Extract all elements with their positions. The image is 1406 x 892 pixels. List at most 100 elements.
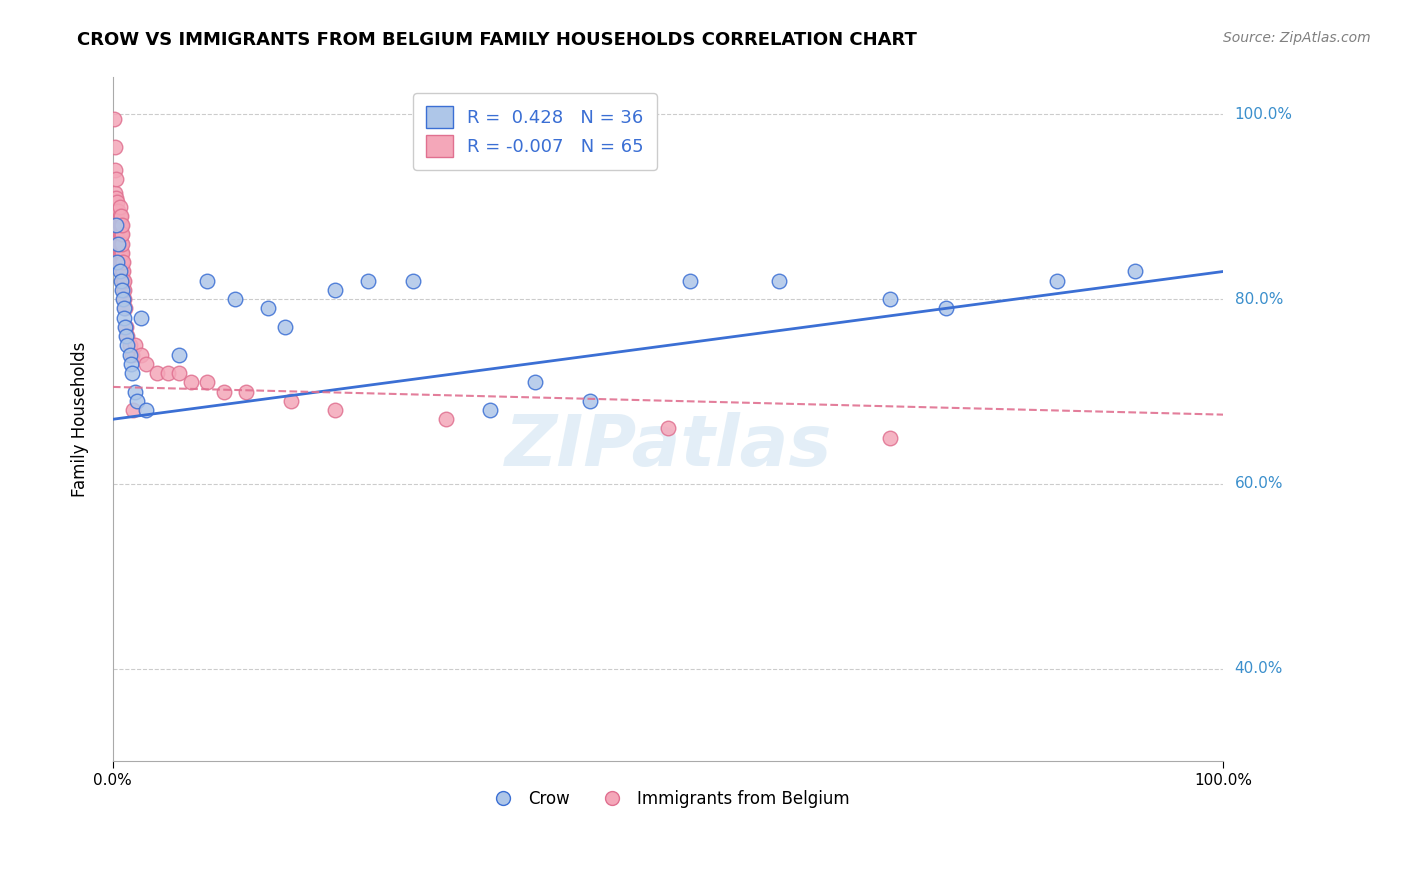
Point — [280, 393, 302, 408]
Point — [120, 357, 142, 371]
Point — [212, 384, 235, 399]
Point — [108, 255, 131, 269]
Point — [110, 246, 132, 260]
Point — [104, 139, 127, 153]
Legend: Crow, Immigrants from Belgium: Crow, Immigrants from Belgium — [479, 783, 856, 814]
Point — [110, 264, 132, 278]
Point — [112, 310, 135, 325]
Point — [111, 274, 134, 288]
Text: 100.0%: 100.0% — [1234, 107, 1292, 122]
Point — [235, 384, 257, 399]
Point — [118, 348, 141, 362]
Point — [935, 301, 957, 316]
Point — [115, 329, 138, 343]
Point — [114, 319, 136, 334]
Point — [105, 223, 128, 237]
Point — [127, 393, 149, 408]
Point — [768, 274, 790, 288]
Point — [108, 227, 131, 242]
Point — [111, 274, 134, 288]
Point — [274, 319, 297, 334]
Point — [111, 292, 134, 306]
Point — [323, 403, 346, 417]
Point — [117, 338, 139, 352]
Point — [180, 376, 202, 390]
Text: Source: ZipAtlas.com: Source: ZipAtlas.com — [1223, 31, 1371, 45]
Point — [117, 329, 139, 343]
Point — [108, 200, 131, 214]
Point — [105, 195, 128, 210]
Point — [257, 301, 280, 316]
Point — [105, 204, 128, 219]
Point — [104, 186, 127, 200]
Point — [104, 162, 127, 177]
Point — [1046, 274, 1069, 288]
Point — [124, 384, 146, 399]
Point — [121, 366, 143, 380]
Point — [323, 283, 346, 297]
Point — [108, 236, 131, 251]
Point — [108, 264, 131, 278]
Point — [107, 204, 129, 219]
Point — [135, 403, 157, 417]
Point — [110, 219, 132, 233]
Point — [112, 301, 135, 316]
Point — [108, 219, 131, 233]
Point — [105, 172, 128, 186]
Point — [195, 376, 218, 390]
Point — [108, 209, 131, 223]
Point — [110, 227, 132, 242]
Point — [112, 274, 135, 288]
Point — [110, 274, 132, 288]
Point — [879, 431, 901, 445]
Point — [105, 255, 128, 269]
Point — [169, 348, 191, 362]
Point — [110, 209, 132, 223]
Point — [129, 310, 152, 325]
Point — [111, 236, 134, 251]
Point — [195, 274, 218, 288]
Point — [111, 283, 134, 297]
Point — [657, 421, 679, 435]
Point — [108, 246, 131, 260]
Point — [107, 236, 129, 251]
Point — [114, 301, 136, 316]
Point — [146, 366, 169, 380]
Point — [107, 241, 129, 255]
Point — [103, 112, 125, 126]
Text: CROW VS IMMIGRANTS FROM BELGIUM FAMILY HOUSEHOLDS CORRELATION CHART: CROW VS IMMIGRANTS FROM BELGIUM FAMILY H… — [77, 31, 917, 49]
Point — [121, 348, 143, 362]
Point — [112, 292, 135, 306]
Point — [111, 246, 134, 260]
Text: ZIPatlas: ZIPatlas — [505, 412, 832, 481]
Point — [111, 219, 134, 233]
Point — [579, 393, 602, 408]
Point — [1123, 264, 1146, 278]
Text: 80.0%: 80.0% — [1234, 292, 1282, 307]
Point — [105, 213, 128, 227]
Point — [523, 376, 546, 390]
Point — [110, 255, 132, 269]
Point — [121, 403, 143, 417]
Point — [434, 412, 457, 426]
Point — [107, 213, 129, 227]
Point — [107, 223, 129, 237]
Point — [135, 357, 157, 371]
Point — [357, 274, 380, 288]
Point — [111, 283, 134, 297]
Y-axis label: Family Households: Family Households — [72, 342, 89, 497]
Point — [129, 348, 152, 362]
Point — [118, 338, 141, 352]
Point — [107, 232, 129, 246]
Text: 60.0%: 60.0% — [1234, 476, 1284, 491]
Point — [111, 255, 134, 269]
Point — [111, 227, 134, 242]
Point — [224, 292, 246, 306]
Point — [105, 219, 128, 233]
Point — [110, 236, 132, 251]
Text: 40.0%: 40.0% — [1234, 661, 1282, 676]
Point — [157, 366, 180, 380]
Point — [105, 204, 128, 219]
Point — [679, 274, 702, 288]
Point — [111, 264, 134, 278]
